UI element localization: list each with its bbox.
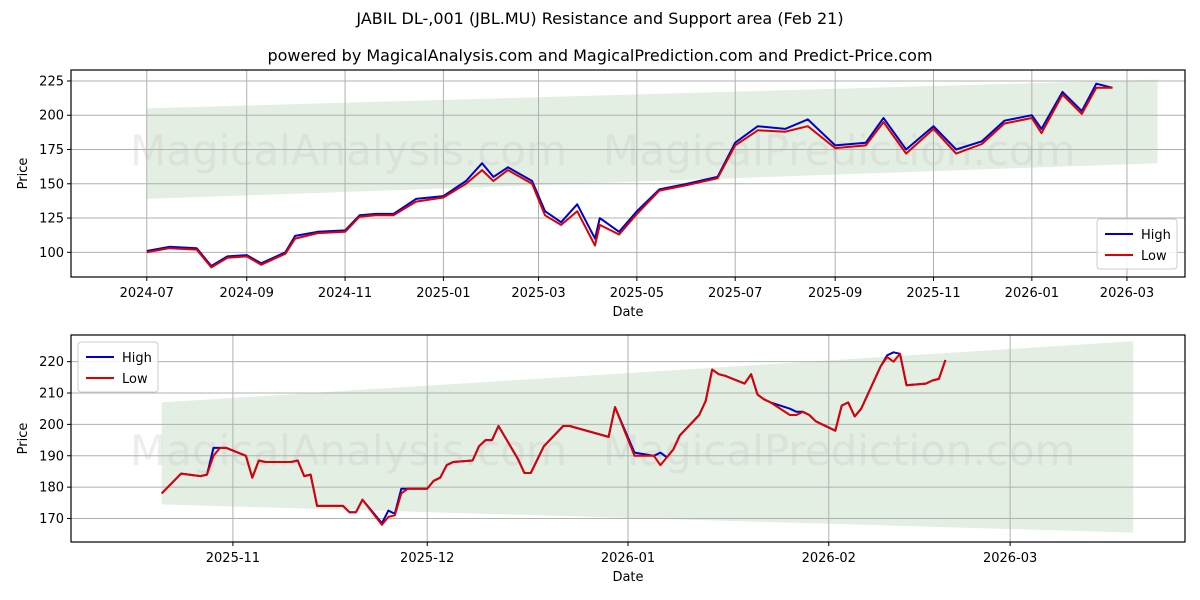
series-high-line [146, 82, 1113, 267]
legend: High Low [1096, 218, 1178, 270]
watermark: MagicalPrediction.com [603, 126, 1076, 175]
watermark: MagicalAnalysis.com [130, 426, 567, 475]
x-tick-label: 2025-12 [400, 551, 454, 566]
x-tick-label: 2026-03 [1100, 286, 1154, 301]
x-tick-label: 2026-01 [601, 551, 655, 566]
chart-panel-2: MagicalAnalysis.com MagicalPrediction.com… [16, 334, 1186, 585]
x-tick-label: 2024-09 [220, 286, 274, 301]
x-tick-label: 2025-09 [808, 286, 862, 301]
legend-high-label: High [122, 351, 152, 366]
x-tick-label: 2025-01 [416, 286, 470, 301]
y-tick-label: 225 [39, 74, 64, 89]
x-tick-label: 2024-11 [318, 286, 372, 301]
y-tick-label: 200 [39, 109, 64, 124]
chart-panel-1: MagicalAnalysis.com MagicalPrediction.com… [16, 69, 1186, 320]
y-tick-label: 220 [39, 355, 64, 370]
x-axis-label: Date [612, 305, 643, 320]
legend-low-label: Low [1141, 249, 1167, 264]
series-low-line [146, 86, 1113, 269]
watermark: MagicalPrediction.com [603, 426, 1076, 475]
support-resistance-band [161, 341, 1134, 533]
axes-frame [70, 334, 1186, 543]
y-tick-label: 200 [39, 418, 64, 433]
watermark: MagicalAnalysis.com [130, 126, 567, 175]
series-low-line [160, 352, 947, 526]
x-tick-label: 2025-07 [708, 286, 762, 301]
x-tick-label: 2026-03 [983, 551, 1037, 566]
y-tick-label: 170 [39, 512, 64, 527]
y-tick-label: 125 [39, 212, 64, 227]
x-tick-label: 2025-11 [206, 551, 260, 566]
x-tick-label: 2026-01 [1005, 286, 1059, 301]
x-tick-label: 2026-02 [802, 551, 856, 566]
x-tick-label: 2024-07 [120, 286, 174, 301]
legend-low-label: Low [122, 372, 148, 387]
legend-high-label: High [1141, 228, 1171, 243]
y-tick-label: 175 [39, 143, 64, 158]
legend: High Low [77, 341, 159, 393]
y-tick-label: 190 [39, 449, 64, 464]
support-resistance-band [146, 79, 1158, 199]
y-axis-label: Price [16, 158, 31, 190]
y-tick-label: 210 [39, 387, 64, 402]
chart-title: JABIL DL-,001 (JBL.MU) Resistance and Su… [356, 9, 844, 28]
x-tick-label: 2025-11 [906, 286, 960, 301]
x-tick-label: 2025-03 [511, 286, 565, 301]
y-tick-label: 150 [39, 177, 64, 192]
x-axis-label: Date [612, 570, 643, 585]
y-axis-label: Price [16, 423, 31, 455]
axes-frame [70, 69, 1186, 278]
chart-subtitle: powered by MagicalAnalysis.com and Magic… [267, 46, 933, 65]
y-tick-label: 100 [39, 246, 64, 261]
x-tick-label: 2025-05 [610, 286, 664, 301]
y-tick-label: 180 [39, 481, 64, 496]
